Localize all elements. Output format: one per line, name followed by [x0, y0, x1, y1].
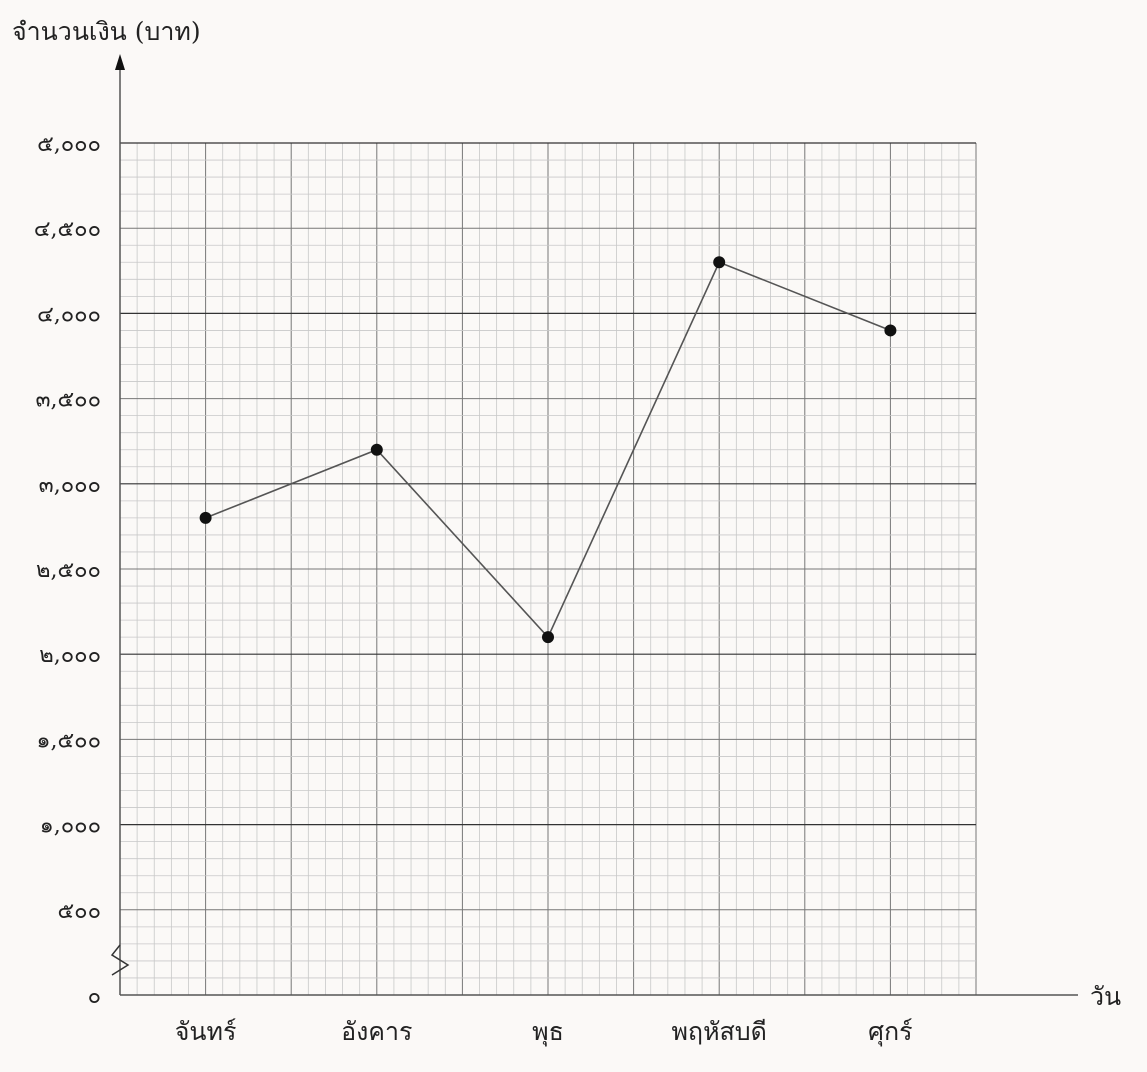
grid — [119, 142, 977, 996]
y-tick-label: ๕๐๐ — [57, 899, 101, 924]
y-tick-label: ๑,๕๐๐ — [37, 728, 101, 753]
x-axis-title: วัน — [1090, 982, 1121, 1011]
axes — [110, 54, 1078, 996]
x-tick-label: อังคาร — [341, 1017, 412, 1046]
y-tick-labels: ๐ ๕๐๐ ๑,๐๐๐ ๑,๕๐๐ ๒,๐๐๐ ๒,๕๐๐ ๓,๐๐๐ ๓,๕๐๐ ๔,๐๐๐ ๔… — [34, 132, 101, 1009]
y-tick-label: ๔,๐๐๐ — [37, 302, 101, 327]
y-axis-arrow-icon — [115, 54, 125, 70]
y-axis-title: จำนวนเงิน (บาท) — [12, 17, 201, 46]
data-point — [370, 443, 383, 456]
y-tick-label: ๑,๐๐๐ — [40, 814, 101, 839]
data-point — [542, 631, 554, 644]
x-tick-label: ศุกร์ — [868, 1017, 912, 1047]
data-point — [884, 324, 897, 337]
x-tick-labels: จันทร์ อังคาร พุธ พฤหัสบดี ศุกร์ — [175, 1017, 913, 1047]
y-tick-label: ๐ — [88, 984, 101, 1009]
x-tick-label: พฤหัสบดี — [671, 1017, 766, 1046]
x-tick-label: จันทร์ — [175, 1017, 237, 1046]
x-tick-label: พุธ — [532, 1017, 564, 1047]
data-point — [199, 511, 212, 524]
y-tick-label: ๕,๐๐๐ — [37, 132, 101, 157]
y-tick-label: ๒,๐๐๐ — [39, 643, 101, 668]
y-tick-label: ๓,๕๐๐ — [35, 388, 101, 413]
data-point — [713, 256, 726, 269]
y-tick-label: ๓,๐๐๐ — [39, 473, 101, 498]
series — [199, 256, 897, 644]
y-tick-label: ๒,๕๐๐ — [36, 558, 101, 583]
axis-break-icon — [110, 944, 130, 976]
y-tick-label: ๔,๕๐๐ — [34, 217, 101, 242]
